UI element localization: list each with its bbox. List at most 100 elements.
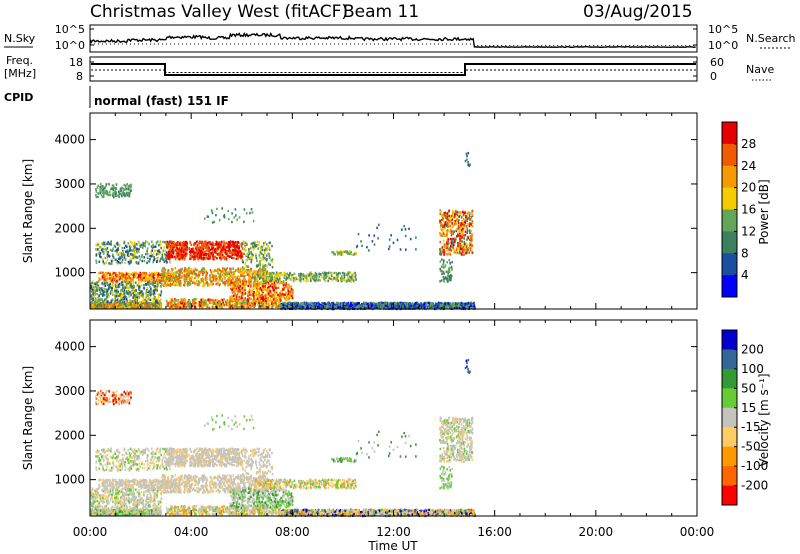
power-cell <box>201 304 204 307</box>
power-cell <box>109 283 111 286</box>
power-cell <box>170 305 173 308</box>
power-cell <box>139 306 141 309</box>
power-cell <box>136 243 139 246</box>
power-cell <box>132 286 134 289</box>
power-cell <box>106 295 108 298</box>
power-cell <box>236 280 238 283</box>
power-cell <box>257 303 259 306</box>
power-cell <box>261 281 263 285</box>
power-cell <box>171 255 174 258</box>
power-cell <box>257 305 260 308</box>
power-cell <box>251 276 253 280</box>
power-cell <box>109 292 112 295</box>
power-cell <box>130 305 132 308</box>
power-cell <box>195 280 198 283</box>
power-cell <box>212 254 214 257</box>
power-cell <box>398 305 401 308</box>
power-cell <box>161 273 164 277</box>
power-cell <box>151 281 154 284</box>
power-cell <box>101 289 103 292</box>
power-cell <box>350 307 353 310</box>
power-cell <box>202 243 205 246</box>
power-cell <box>208 254 210 257</box>
power-cell <box>300 306 303 310</box>
power-cell <box>143 301 145 305</box>
power-cell <box>140 302 143 305</box>
power-cell <box>298 303 300 307</box>
power-cell <box>102 300 104 303</box>
power-cell <box>95 190 98 193</box>
power-cell <box>189 282 192 286</box>
power-cell <box>141 273 143 276</box>
power-cell <box>124 261 126 265</box>
power-cell <box>252 305 255 309</box>
power-cell <box>130 280 133 283</box>
power-cell <box>164 249 167 252</box>
power-cell <box>219 305 221 308</box>
power-cell <box>409 302 411 305</box>
power-cell <box>127 260 130 264</box>
freq-label-line1: Freq. <box>6 54 33 67</box>
freq-label-line2: [MHz] <box>4 67 36 80</box>
power-cell <box>194 267 196 271</box>
power-cell <box>347 306 349 309</box>
power-cell <box>113 244 116 247</box>
power-cell <box>102 283 105 286</box>
power-cell <box>125 298 128 301</box>
power-cell <box>129 249 132 252</box>
power-cell <box>109 262 112 265</box>
power-cell <box>114 258 117 261</box>
power-cell <box>131 291 133 294</box>
power-cell <box>230 267 232 270</box>
power-cell <box>410 303 412 306</box>
power-cell <box>119 289 122 292</box>
power-cell <box>181 299 184 302</box>
power-cell <box>227 305 229 308</box>
power-cell <box>102 304 104 307</box>
power-cell <box>121 296 123 299</box>
power-cell <box>164 272 167 275</box>
power-cell <box>194 252 197 255</box>
power-cell <box>458 302 461 305</box>
power-cell <box>336 301 339 305</box>
power-cell <box>95 188 97 191</box>
power-cell <box>172 241 175 244</box>
power-cell <box>120 254 123 257</box>
power-cell <box>102 274 105 278</box>
power-cell <box>122 305 125 308</box>
power-cell <box>185 278 188 281</box>
power-cell <box>241 305 244 308</box>
power-cell <box>225 302 228 305</box>
power-cell <box>177 257 180 261</box>
power-cell <box>190 279 193 282</box>
power-cell <box>217 276 220 279</box>
power-cell <box>142 243 144 247</box>
power-cell <box>309 306 312 309</box>
power-cell <box>178 269 180 272</box>
power-cell <box>213 256 216 259</box>
power-cell <box>243 267 245 270</box>
power-cell <box>123 289 126 292</box>
power-cell <box>326 301 329 305</box>
power-cell <box>174 272 177 275</box>
power-cell <box>196 268 198 272</box>
power-cell <box>123 241 125 245</box>
power-cell <box>229 279 232 282</box>
power-cell <box>261 304 263 307</box>
power-cell <box>170 279 172 282</box>
power-cell <box>159 277 162 280</box>
power-cell <box>190 250 192 253</box>
power-cell <box>138 285 140 288</box>
power-cell <box>212 241 214 244</box>
power-cell <box>408 304 410 308</box>
power-cell <box>109 301 111 305</box>
power-cell <box>350 302 352 305</box>
power-cell <box>94 290 96 293</box>
power-cell <box>133 241 136 244</box>
power-cell <box>228 247 231 250</box>
power-cell <box>103 262 106 265</box>
power-cell <box>218 305 220 309</box>
power-cell <box>434 305 437 308</box>
power-cell <box>242 301 245 304</box>
power-cell <box>166 302 169 305</box>
